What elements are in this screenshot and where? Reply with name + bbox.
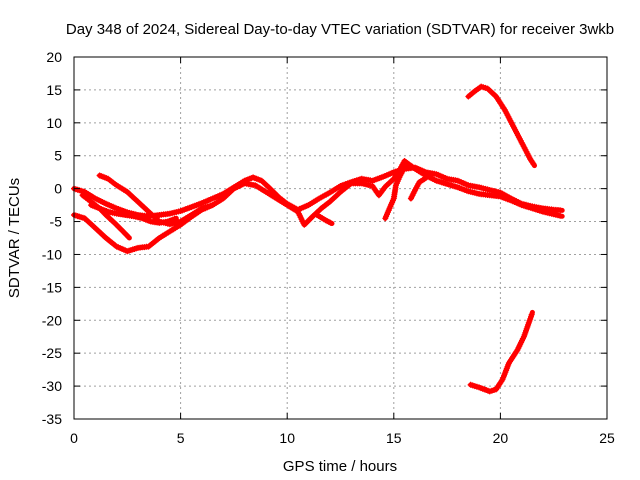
x-tick-label: 20 (493, 430, 509, 446)
y-tick-label: -5 (50, 214, 63, 230)
series-markers (79, 192, 132, 240)
y-tick-label: 20 (46, 49, 62, 65)
y-tick-label: -35 (42, 411, 62, 427)
axes: 0 5 10 15 20 25 -35 -30 -25 -20 -15 -10 -5 0 5 10 15 20 (42, 49, 615, 446)
y-tick-label: -25 (42, 345, 62, 361)
series-track-f (314, 212, 335, 226)
x-tick-label: 5 (177, 430, 185, 446)
x-tick-label: 0 (70, 430, 78, 446)
series-track-e (79, 192, 132, 241)
series-markers (96, 172, 214, 228)
series-track-c (96, 172, 216, 228)
series-markers (382, 163, 412, 222)
y-tick-label: -10 (42, 246, 62, 262)
y-axis-title: SDTVAR / TECUs (6, 178, 23, 298)
series-track-j (467, 309, 535, 395)
series-track-h (407, 175, 429, 202)
y-tick-label: 15 (46, 82, 62, 98)
series-markers (467, 311, 535, 395)
y-tick-label: -30 (42, 378, 62, 394)
x-tick-label: 15 (386, 430, 402, 446)
series-markers (407, 176, 428, 202)
y-tick-label: -15 (42, 279, 62, 295)
series-track-i (465, 83, 537, 169)
series-markers (465, 83, 537, 167)
y-tick-label: 5 (54, 148, 62, 164)
series-track-g (382, 163, 414, 222)
series-markers (314, 212, 334, 226)
plot-frame (73, 56, 608, 420)
y-tick-label: 10 (46, 115, 62, 131)
y-tick-label: 0 (54, 181, 62, 197)
x-tick-label: 10 (279, 430, 295, 446)
chart-title: Day 348 of 2024, Sidereal Day-to-day VTE… (66, 21, 614, 38)
x-axis-title: GPS time / hours (283, 458, 397, 475)
y-tick-label: -20 (42, 312, 62, 328)
x-tick-label: 25 (599, 430, 615, 446)
